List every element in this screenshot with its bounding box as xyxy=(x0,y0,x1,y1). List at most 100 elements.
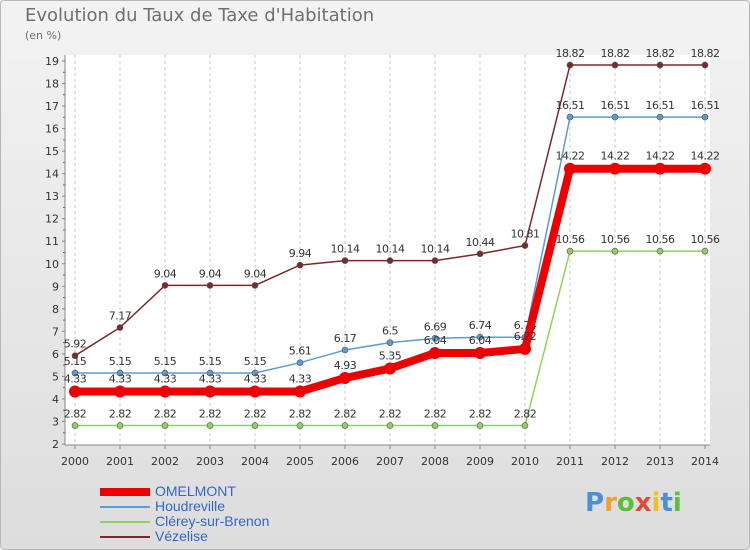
data-point xyxy=(116,369,124,377)
data-point xyxy=(161,422,169,429)
data-label: 10.14 xyxy=(331,243,360,256)
data-label: 4.33 xyxy=(64,373,87,386)
logo-letter: o xyxy=(616,488,635,518)
data-point xyxy=(116,324,124,331)
x-tick-label: 2002 xyxy=(151,455,179,468)
plot-area xyxy=(65,55,710,445)
y-tick-label: 9 xyxy=(52,280,59,293)
data-label: 5.92 xyxy=(64,338,87,351)
data-label: 6.17 xyxy=(334,332,357,345)
y-tick-label: 8 xyxy=(52,303,59,316)
data-point xyxy=(609,162,621,175)
data-label: 2.82 xyxy=(379,408,402,421)
data-label: 18.82 xyxy=(601,47,630,60)
data-label: 6.22 xyxy=(514,330,537,343)
data-point xyxy=(341,346,349,354)
y-tick-label: 2 xyxy=(52,438,59,451)
data-point xyxy=(656,247,664,255)
y-tick-label: 11 xyxy=(45,235,59,248)
line-chart: 2 3 4 5 6 7 8 9 10 11 12 13 14 15 16 17 18 19 2000 2001 2002… xyxy=(45,47,720,468)
data-point xyxy=(296,422,304,429)
data-label: 5.61 xyxy=(289,345,312,358)
data-point xyxy=(474,346,486,359)
data-label: 18.82 xyxy=(556,47,585,60)
data-point xyxy=(116,422,124,429)
data-label: 10.14 xyxy=(376,243,405,256)
data-label: 10.56 xyxy=(646,233,675,246)
data-point xyxy=(251,369,259,377)
data-point xyxy=(296,261,304,269)
chart-title: Evolution du Taux de Taxe d'Habitation xyxy=(25,5,375,26)
data-point xyxy=(476,422,484,429)
logo-letter: i xyxy=(651,488,661,518)
data-label: 14.22 xyxy=(646,150,675,163)
data-label: 9.04 xyxy=(199,267,222,280)
chart-unit-label: (en %) xyxy=(25,29,62,42)
data-label: 5.15 xyxy=(244,355,267,368)
data-label: 2.82 xyxy=(64,408,87,421)
y-tick-label: 4 xyxy=(52,393,59,406)
data-label: 2.82 xyxy=(289,408,312,421)
data-label: 5.15 xyxy=(64,355,87,368)
legend-swatch xyxy=(100,506,150,508)
data-label: 4.33 xyxy=(244,373,267,386)
logo-letter: P xyxy=(585,488,605,518)
x-tick-label: 2006 xyxy=(331,455,359,468)
x-tick-label: 2000 xyxy=(61,455,89,468)
legend-label: Vézelise xyxy=(155,528,208,544)
data-label: 2.82 xyxy=(424,408,447,421)
x-tick-label: 2012 xyxy=(601,455,629,468)
data-point xyxy=(341,422,349,429)
legend-swatch xyxy=(100,488,150,496)
data-point xyxy=(249,385,261,398)
data-point xyxy=(251,422,259,429)
x-tick-label: 2003 xyxy=(196,455,224,468)
data-label: 2.82 xyxy=(514,408,537,421)
data-point xyxy=(476,333,484,341)
data-label: 16.51 xyxy=(601,99,630,112)
data-label: 5.15 xyxy=(154,355,177,368)
logo-letter: i xyxy=(672,488,682,518)
data-point xyxy=(431,257,439,264)
data-label: 2.82 xyxy=(334,408,357,421)
y-tick-label: 5 xyxy=(52,370,59,383)
x-tick-label: 2005 xyxy=(286,455,314,468)
data-point xyxy=(521,242,529,249)
data-label: 16.51 xyxy=(691,99,720,112)
data-point xyxy=(341,257,349,264)
data-label: 10.56 xyxy=(556,233,585,246)
data-point xyxy=(701,113,709,121)
y-tick-label: 3 xyxy=(52,415,59,428)
data-point xyxy=(296,359,304,366)
data-point xyxy=(386,339,394,346)
data-label: 14.22 xyxy=(691,150,720,163)
data-point xyxy=(71,369,79,377)
data-point xyxy=(699,162,711,175)
data-label: 5.15 xyxy=(109,355,132,368)
logo-letter: x xyxy=(634,488,652,518)
data-point xyxy=(566,247,574,255)
data-label: 18.82 xyxy=(691,47,720,60)
data-point xyxy=(656,61,664,69)
data-point xyxy=(69,385,81,398)
y-tick-label: 12 xyxy=(45,213,59,226)
data-label: 5.15 xyxy=(199,355,222,368)
data-label: 6.74 xyxy=(469,319,492,332)
y-tick-label: 6 xyxy=(52,348,59,361)
data-label: 6.5 xyxy=(382,325,398,338)
data-point xyxy=(159,385,171,398)
data-label: 2.82 xyxy=(109,408,132,421)
data-point xyxy=(206,422,214,429)
data-point xyxy=(476,250,484,258)
data-label: 9.94 xyxy=(289,247,312,260)
data-point xyxy=(386,257,394,264)
data-label: 7.17 xyxy=(109,310,132,323)
data-point xyxy=(566,113,574,121)
x-tick-label: 2008 xyxy=(421,455,449,468)
data-point xyxy=(114,385,126,398)
x-tick-label: 2001 xyxy=(106,455,134,468)
x-tick-label: 2004 xyxy=(241,455,269,468)
legend-swatch xyxy=(100,521,150,523)
data-point xyxy=(384,362,396,375)
data-point xyxy=(431,422,439,429)
